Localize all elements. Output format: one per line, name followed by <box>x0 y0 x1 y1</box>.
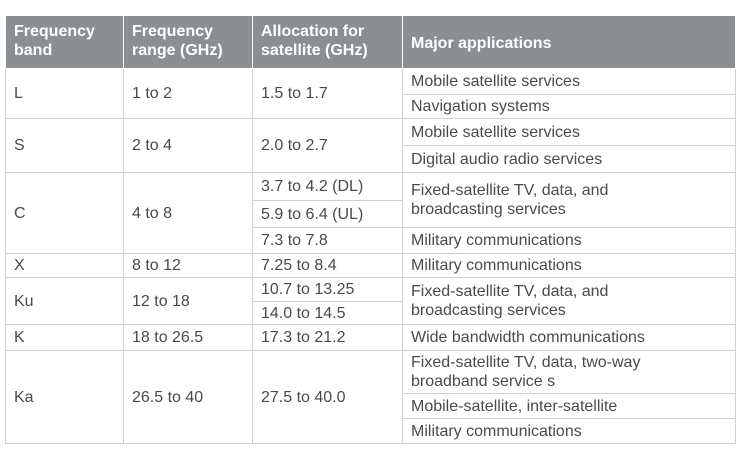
application: Military communications <box>402 253 736 278</box>
range: 4 to 8 <box>123 172 253 254</box>
frequency-table: Frequency band Frequency range (GHz) All… <box>5 15 736 444</box>
allocation: 27.5 to 40.0 <box>252 350 403 444</box>
allocation: 10.7 to 13.25 <box>252 277 403 302</box>
application-text: Mobile-satellite, inter-satellite <box>411 397 618 415</box>
band: K <box>5 324 124 351</box>
application-text: Mobile satellite services <box>411 123 580 141</box>
allocation: 2.0 to 2.7 <box>252 118 403 173</box>
band: L <box>5 68 124 119</box>
allocation: 5.9 to 6.4 (UL) <box>252 200 403 228</box>
allocation: 1.5 to 1.7 <box>252 68 403 119</box>
header-cell: Major applications <box>402 15 736 69</box>
application-text: Digital audio radio services <box>411 150 603 168</box>
application: Fixed-satellite TV, data, and broadcasti… <box>402 172 736 228</box>
application: Navigation systems <box>402 94 736 119</box>
allocation: 3.7 to 4.2 (DL) <box>252 172 403 201</box>
band: C <box>5 172 124 254</box>
application-text: Military communications <box>411 422 582 440</box>
application: Fixed-satellite TV, data, and broadcasti… <box>402 277 736 325</box>
band: Ku <box>5 277 124 325</box>
application: Wide bandwidth communications <box>402 324 736 351</box>
application-text: Military communications <box>411 257 582 274</box>
range: 26.5 to 40 <box>123 350 253 444</box>
header-cell: Frequency range (GHz) <box>123 15 253 69</box>
range: 1 to 2 <box>123 68 253 119</box>
application-text: Fixed-satellite TV, data, and broadcasti… <box>411 283 609 319</box>
band: S <box>5 118 124 173</box>
allocation: 17.3 to 21.2 <box>252 324 403 351</box>
application-text: Navigation systems <box>411 98 550 115</box>
band: Ka <box>5 350 124 444</box>
allocation: 7.3 to 7.8 <box>252 227 403 254</box>
allocation: 7.25 to 8.4 <box>252 253 403 278</box>
application-text: Wide bandwidth communications <box>411 329 645 346</box>
application: Mobile satellite services <box>402 118 736 146</box>
application: Military communications <box>402 227 736 254</box>
application-text: Fixed-satellite TV, data, and broadcasti… <box>411 182 609 218</box>
application-text: Military communications <box>411 232 582 249</box>
range: 8 to 12 <box>123 253 253 278</box>
application: Mobile-satellite, inter-satellite <box>402 393 736 419</box>
application: Mobile satellite services <box>402 68 736 95</box>
application: Military communications <box>402 418 736 444</box>
range: 2 to 4 <box>123 118 253 173</box>
application: Fixed-satellite TV, data, two-way broadb… <box>402 350 736 394</box>
application: Digital audio radio services <box>402 145 736 173</box>
header-cell: Allocation for satellite (GHz) <box>252 15 403 69</box>
range: 18 to 26.5 <box>123 324 253 351</box>
application-text: Fixed-satellite TV, data, two-way broadb… <box>411 354 641 390</box>
application-text: Mobile satellite services <box>411 73 580 90</box>
allocation: 14.0 to 14.5 <box>252 301 403 325</box>
header-row: Frequency band Frequency range (GHz) All… <box>5 15 736 69</box>
header-cell: Frequency band <box>5 15 124 69</box>
range: 12 to 18 <box>123 277 253 325</box>
band: X <box>5 253 124 278</box>
